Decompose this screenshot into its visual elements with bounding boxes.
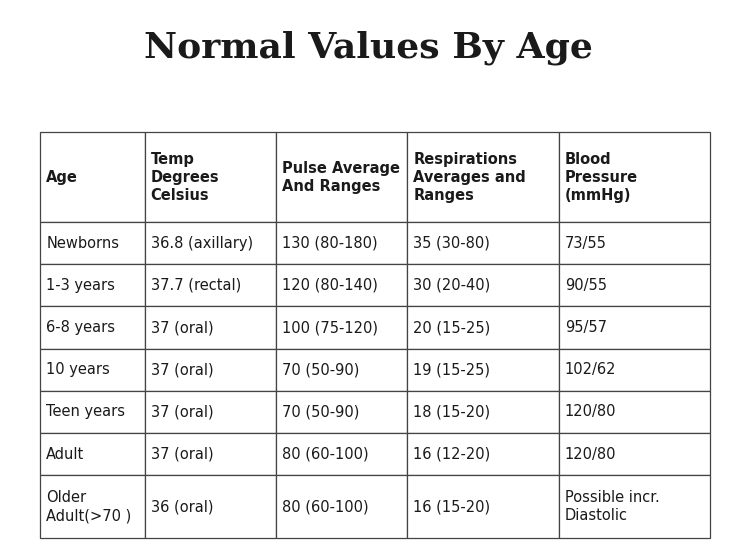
Bar [145,433,276,475]
Bar [276,349,407,391]
Text: Temp
Degrees
Celsius: Temp Degrees Celsius [151,152,219,203]
Text: 102/62: 102/62 [565,362,616,377]
Text: 19 (15-25): 19 (15-25) [413,362,490,377]
Text: 36.8 (axillary): 36.8 (axillary) [151,236,253,251]
Bar [407,132,559,222]
Text: 80 (60-100): 80 (60-100) [282,499,369,514]
Text: Age: Age [46,170,78,185]
Bar [407,391,559,433]
Text: Older
Adult(>70 ): Older Adult(>70 ) [46,490,132,523]
Text: Teen years: Teen years [46,405,125,420]
Text: Adult: Adult [46,447,85,461]
Bar [276,132,407,222]
Bar [559,475,710,538]
Text: 73/55: 73/55 [565,236,606,251]
Bar [407,433,559,475]
Text: Newborns: Newborns [46,236,119,251]
Text: 16 (12-20): 16 (12-20) [413,447,490,461]
Bar [40,132,145,222]
Text: 80 (60-100): 80 (60-100) [282,447,369,461]
Bar [40,222,145,264]
Text: 37 (oral): 37 (oral) [151,447,213,461]
Bar [407,222,559,264]
Text: 18 (15-20): 18 (15-20) [413,405,490,420]
Bar [559,433,710,475]
Bar [559,349,710,391]
Bar [276,306,407,349]
Bar [559,132,710,222]
Bar [145,306,276,349]
Bar [40,306,145,349]
Bar [40,475,145,538]
Text: 30 (20-40): 30 (20-40) [413,278,490,293]
Bar [559,264,710,306]
Bar [145,222,276,264]
Text: 120 (80-140): 120 (80-140) [282,278,378,293]
Bar [276,433,407,475]
Text: 37 (oral): 37 (oral) [151,320,213,335]
Bar [407,264,559,306]
Bar [559,222,710,264]
Text: 130 (80-180): 130 (80-180) [282,236,378,251]
Text: 37 (oral): 37 (oral) [151,405,213,420]
Bar [407,306,559,349]
Text: 120/80: 120/80 [565,447,616,461]
Text: 100 (75-120): 100 (75-120) [282,320,378,335]
Text: 16 (15-20): 16 (15-20) [413,499,490,514]
Text: Pulse Average
And Ranges: Pulse Average And Ranges [282,161,400,194]
Text: 70 (50-90): 70 (50-90) [282,405,359,420]
Text: Blood
Pressure
(mmHg): Blood Pressure (mmHg) [565,152,638,203]
Text: 6-8 years: 6-8 years [46,320,116,335]
Bar [145,264,276,306]
Text: 37.7 (rectal): 37.7 (rectal) [151,278,241,293]
Bar [145,132,276,222]
Bar [40,433,145,475]
Text: 1-3 years: 1-3 years [46,278,116,293]
Text: 37 (oral): 37 (oral) [151,362,213,377]
Bar [276,475,407,538]
Text: 10 years: 10 years [46,362,110,377]
Text: 35 (30-80): 35 (30-80) [413,236,490,251]
Text: 90/55: 90/55 [565,278,606,293]
Bar [559,306,710,349]
Bar [145,391,276,433]
Text: Respirations
Averages and
Ranges: Respirations Averages and Ranges [413,152,526,203]
Bar [145,475,276,538]
Bar [559,391,710,433]
Bar [276,391,407,433]
Bar [276,222,407,264]
Bar [40,264,145,306]
Text: 120/80: 120/80 [565,405,616,420]
Bar [40,391,145,433]
Text: Possible incr.
Diastolic: Possible incr. Diastolic [565,490,659,523]
Bar [407,349,559,391]
Text: 95/57: 95/57 [565,320,606,335]
Text: Normal Values By Age: Normal Values By Age [144,30,592,65]
Text: 70 (50-90): 70 (50-90) [282,362,359,377]
Bar [40,349,145,391]
Text: 36 (oral): 36 (oral) [151,499,213,514]
Bar [276,264,407,306]
Bar [407,475,559,538]
Text: 20 (15-25): 20 (15-25) [413,320,490,335]
Bar [145,349,276,391]
